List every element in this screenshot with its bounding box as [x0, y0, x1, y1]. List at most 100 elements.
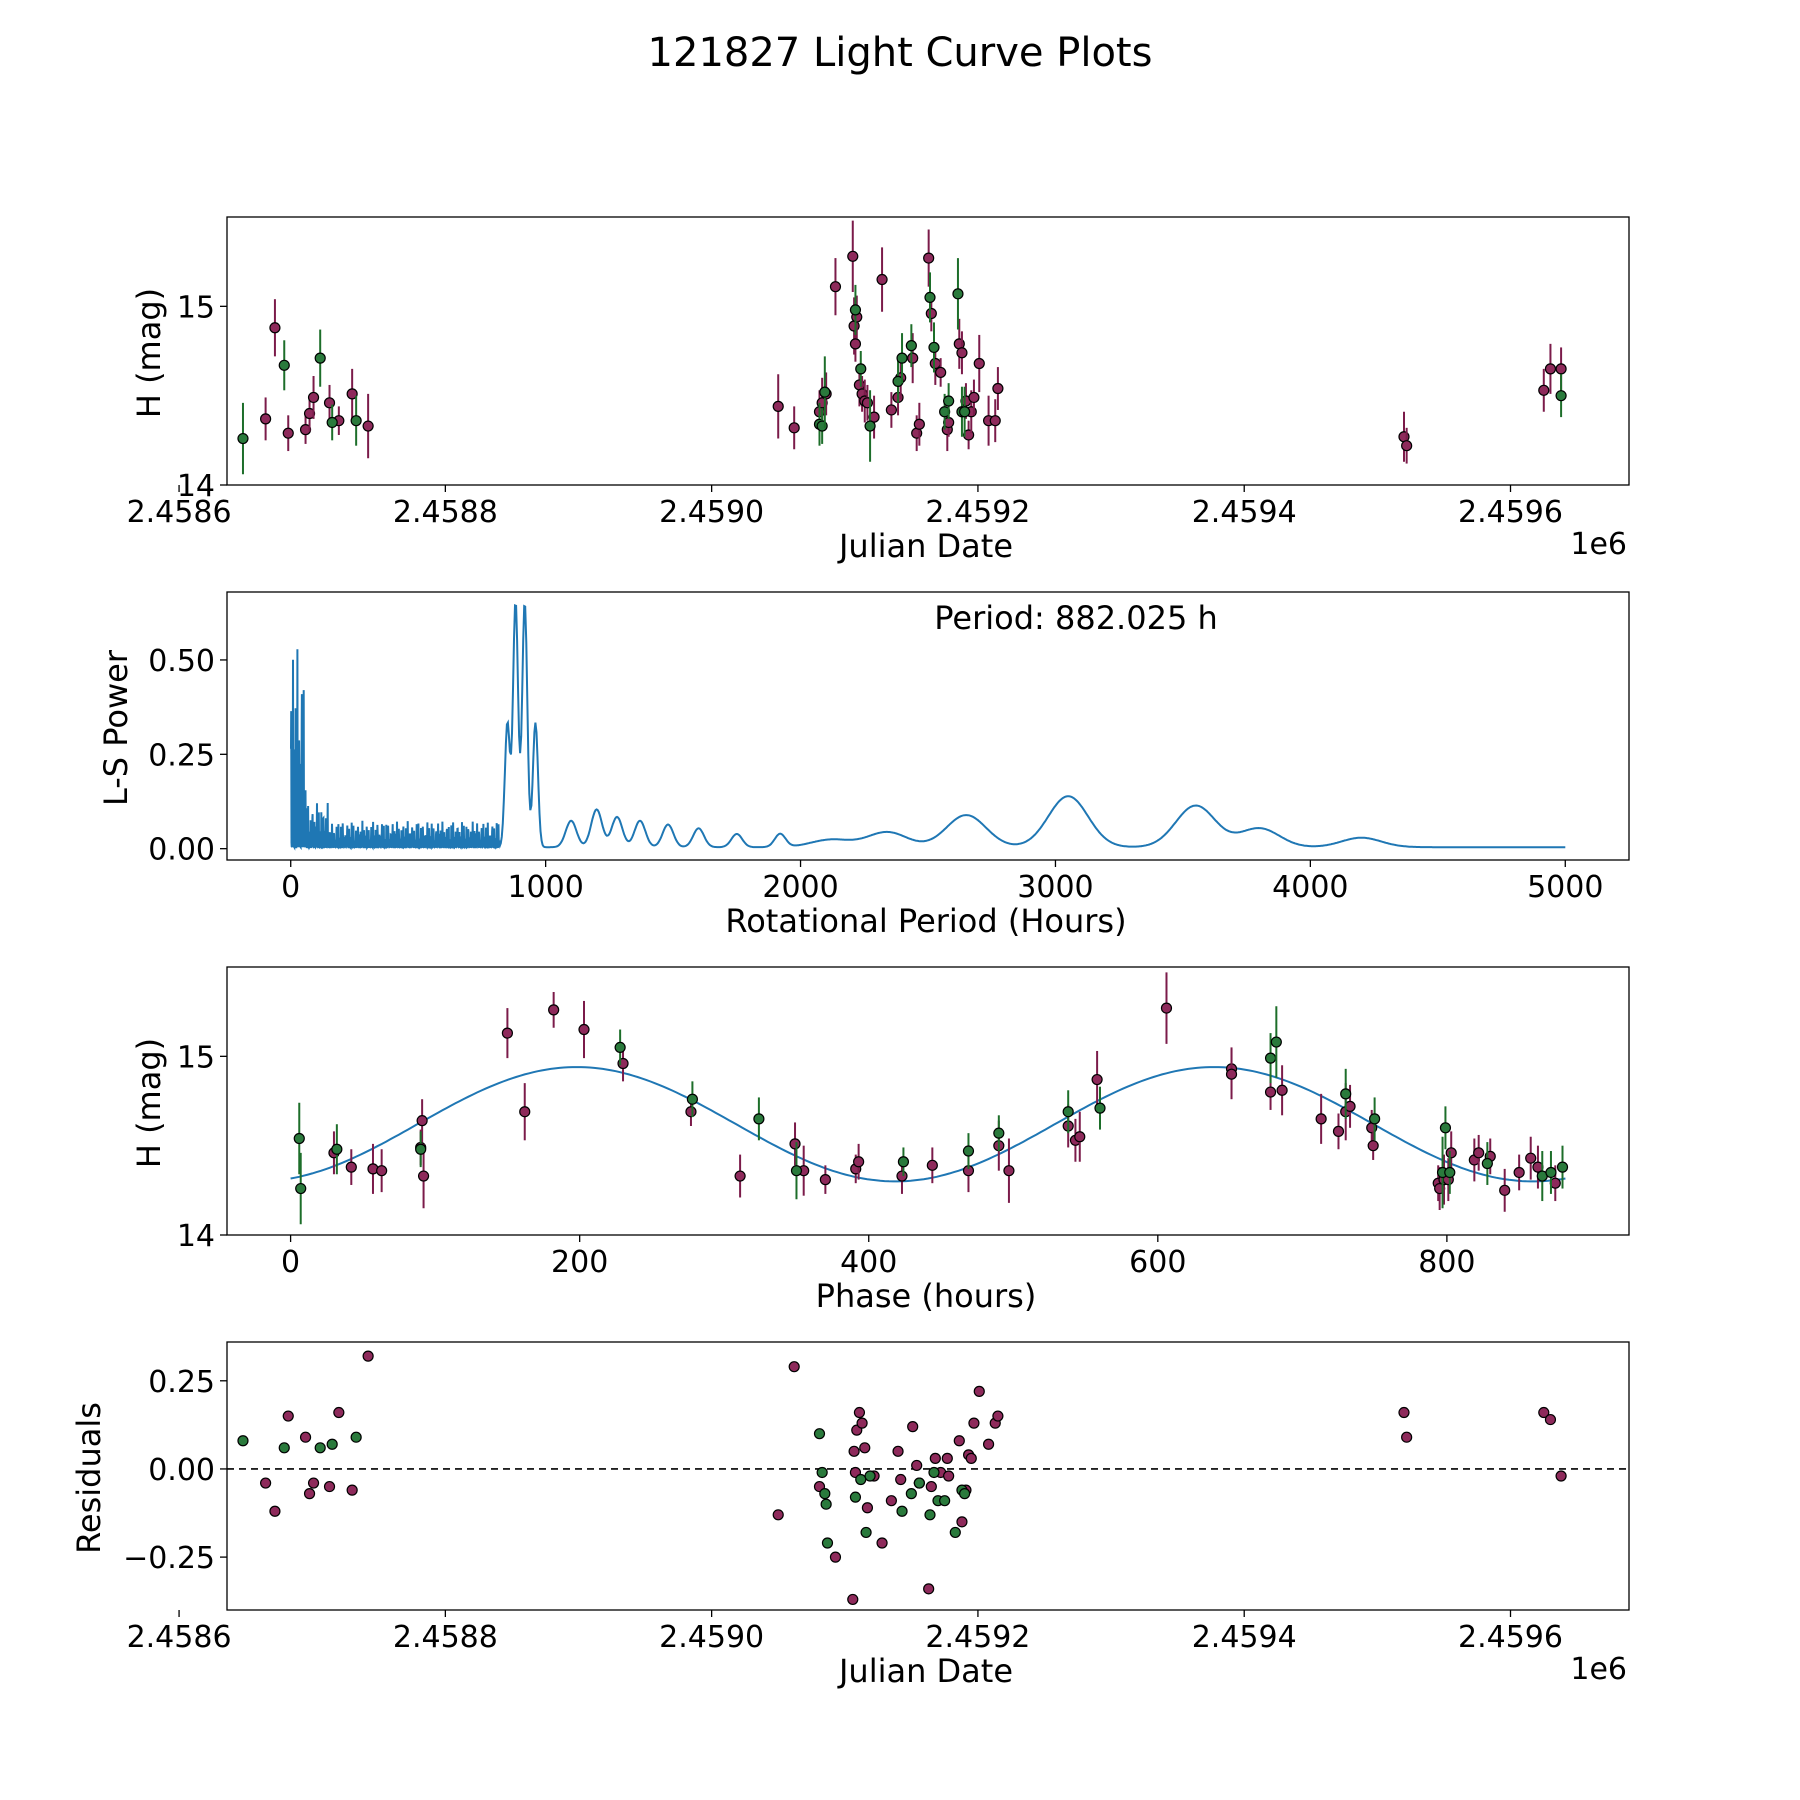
phased-point	[819, 1174, 831, 1186]
residuals-point	[816, 1466, 828, 1479]
residuals-point	[861, 1502, 874, 1514]
lightcurve-point	[868, 411, 880, 423]
phased-point	[1369, 1113, 1381, 1125]
residuals-point	[299, 1431, 312, 1443]
residuals-point	[905, 1488, 917, 1500]
phased-point	[1264, 1086, 1277, 1098]
periodogram-ylabel: L-S Power	[97, 649, 135, 806]
phased-point	[685, 1106, 697, 1118]
lightcurve-point	[939, 406, 951, 418]
residuals-xtick-label: 2.4594	[1192, 1620, 1297, 1655]
lightcurve-ytick-label: 15	[177, 290, 215, 325]
lightcurve-point	[956, 347, 968, 359]
residuals-point	[303, 1488, 316, 1500]
lightcurve-point	[772, 400, 784, 412]
residuals-point	[856, 1417, 868, 1429]
residuals-point	[282, 1410, 294, 1422]
phased-point	[1094, 1102, 1106, 1114]
residuals-ytick-label: 0.25	[148, 1365, 215, 1400]
phased-point	[1556, 1161, 1569, 1173]
phased-point	[896, 1170, 908, 1182]
periodogram-xtick-label: 3000	[1017, 870, 1093, 905]
residuals-point	[892, 1445, 904, 1457]
residuals-point	[813, 1428, 826, 1440]
residuals-point	[829, 1551, 842, 1563]
residuals-point	[819, 1488, 831, 1500]
residuals-point	[855, 1473, 867, 1486]
residuals-xlabel: Julian Date	[837, 1652, 1013, 1690]
residuals-point	[307, 1477, 320, 1489]
residuals-xtick-label: 2.4592	[925, 1620, 1030, 1655]
phased-point	[1473, 1147, 1485, 1159]
phased-point	[614, 1041, 626, 1054]
lightcurve-point	[892, 375, 904, 387]
periodogram-xtick-label: 1000	[507, 870, 583, 905]
residuals-point	[928, 1466, 940, 1479]
lightcurve-point	[925, 307, 937, 320]
lightcurve-point	[905, 340, 917, 352]
residuals-xtick-label: 2.4590	[659, 1620, 764, 1655]
lightcurve-point	[929, 357, 941, 370]
residuals-xtick-label: 2.4588	[393, 1620, 498, 1655]
residuals-point	[956, 1516, 968, 1528]
phased-model-curve	[290, 1066, 1566, 1183]
phased-point	[331, 1143, 343, 1155]
lightcurve-point	[819, 386, 831, 398]
residuals-point	[939, 1495, 951, 1507]
lightcurve-point	[269, 322, 281, 334]
residuals-xtick-label: 2.4596	[1458, 1620, 1563, 1655]
periodogram-frame	[226, 591, 1630, 861]
phased-ylabel: H (mag)	[130, 1038, 168, 1168]
phased-point	[1074, 1131, 1086, 1143]
phased-xtick-label: 0	[281, 1245, 300, 1280]
periodogram-ytick-label: 0.50	[148, 644, 215, 679]
phased-xtick-label: 200	[551, 1245, 608, 1280]
residuals-point	[907, 1421, 919, 1433]
lightcurve-point	[282, 427, 294, 439]
phased-point	[993, 1127, 1005, 1139]
lightcurve-xtick-label: 2.4592	[925, 495, 1030, 530]
lightcurve-xtick-label: 2.4596	[1458, 495, 1563, 530]
phased-frame	[226, 966, 1630, 1236]
residuals-panel: 2.4586 2.4588 2.4590 2.4592 2.4594 2.4596 −0.2…	[70, 1341, 1630, 1690]
residuals-point	[911, 1459, 923, 1472]
periodogram-panel: 0 1000 2000 3000 4000 5000 0.00 0.25 0.50 Rotati…	[97, 591, 1630, 940]
lightcurve-point	[855, 363, 867, 375]
phased-point	[686, 1093, 699, 1105]
lightcurve-point	[307, 391, 320, 404]
residuals-point	[346, 1484, 358, 1496]
lightcurve-point	[849, 338, 862, 350]
residuals-point	[943, 1470, 955, 1482]
lightcurve-point	[952, 288, 964, 300]
residuals-point	[849, 1491, 862, 1503]
phased-point	[415, 1143, 427, 1155]
lightcurve-point	[350, 415, 362, 427]
phased-point	[1525, 1152, 1537, 1164]
phased-point	[1444, 1166, 1456, 1179]
residuals-point	[1398, 1406, 1410, 1419]
residuals-point	[913, 1477, 925, 1489]
lightcurve-frame	[226, 216, 1630, 486]
lightcurve-ylabel: H (mag)	[130, 288, 168, 418]
figure-title: 121827 Light Curve Plots	[648, 30, 1153, 76]
lightcurve-point	[885, 404, 897, 416]
residuals-point	[326, 1438, 338, 1450]
residuals-point	[314, 1442, 326, 1454]
residuals-point	[949, 1526, 961, 1539]
phased-point	[1513, 1166, 1525, 1179]
phased-point	[1445, 1147, 1457, 1159]
residuals-offset-label: 1e6	[1570, 1652, 1627, 1687]
residuals-ytick-label: −0.25	[123, 1541, 215, 1576]
residuals-xtick-label: 2.4586	[127, 1620, 232, 1655]
lightcurve-point	[935, 366, 947, 379]
lightcurve-point	[907, 352, 919, 364]
lightcurve-point	[237, 432, 249, 445]
phased-point	[1332, 1125, 1345, 1137]
phased-ytick-label: 15	[177, 1040, 215, 1075]
residuals-point	[896, 1505, 908, 1517]
lightcurve-point	[973, 357, 985, 370]
residuals-point	[820, 1498, 832, 1510]
phased-point	[790, 1165, 803, 1177]
phased-point	[853, 1156, 865, 1168]
lightcurve-xtick-label: 2.4594	[1192, 495, 1297, 530]
